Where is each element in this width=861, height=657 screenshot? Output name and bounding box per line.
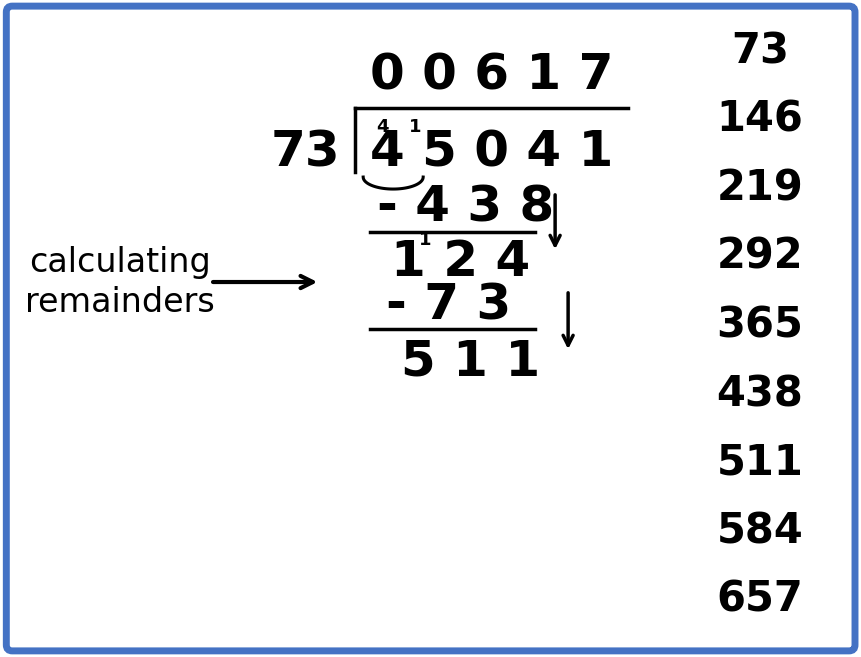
Text: remainders: remainders xyxy=(26,286,215,319)
Text: 73: 73 xyxy=(270,128,340,176)
Text: 1: 1 xyxy=(419,231,431,249)
Text: - 7 3: - 7 3 xyxy=(386,281,511,329)
Text: calculating: calculating xyxy=(29,246,211,279)
FancyBboxPatch shape xyxy=(6,6,855,651)
Text: - 4 3 8: - 4 3 8 xyxy=(376,183,554,231)
Text: 0 0 6 1 7: 0 0 6 1 7 xyxy=(370,51,614,99)
Text: 219: 219 xyxy=(716,168,803,210)
Text: 73: 73 xyxy=(731,30,789,72)
Text: 365: 365 xyxy=(716,304,803,346)
Text: 1 2 4: 1 2 4 xyxy=(391,238,530,286)
Text: 5 1 1: 5 1 1 xyxy=(400,338,540,386)
Text: 511: 511 xyxy=(716,442,803,484)
Text: 438: 438 xyxy=(716,373,803,415)
Text: 657: 657 xyxy=(716,579,803,621)
Text: 4: 4 xyxy=(376,118,388,136)
Text: 4 5 0 4 1: 4 5 0 4 1 xyxy=(370,128,614,176)
Text: 292: 292 xyxy=(716,236,803,278)
Text: 1: 1 xyxy=(409,118,421,136)
Text: 584: 584 xyxy=(716,510,803,553)
Text: 146: 146 xyxy=(716,99,803,141)
